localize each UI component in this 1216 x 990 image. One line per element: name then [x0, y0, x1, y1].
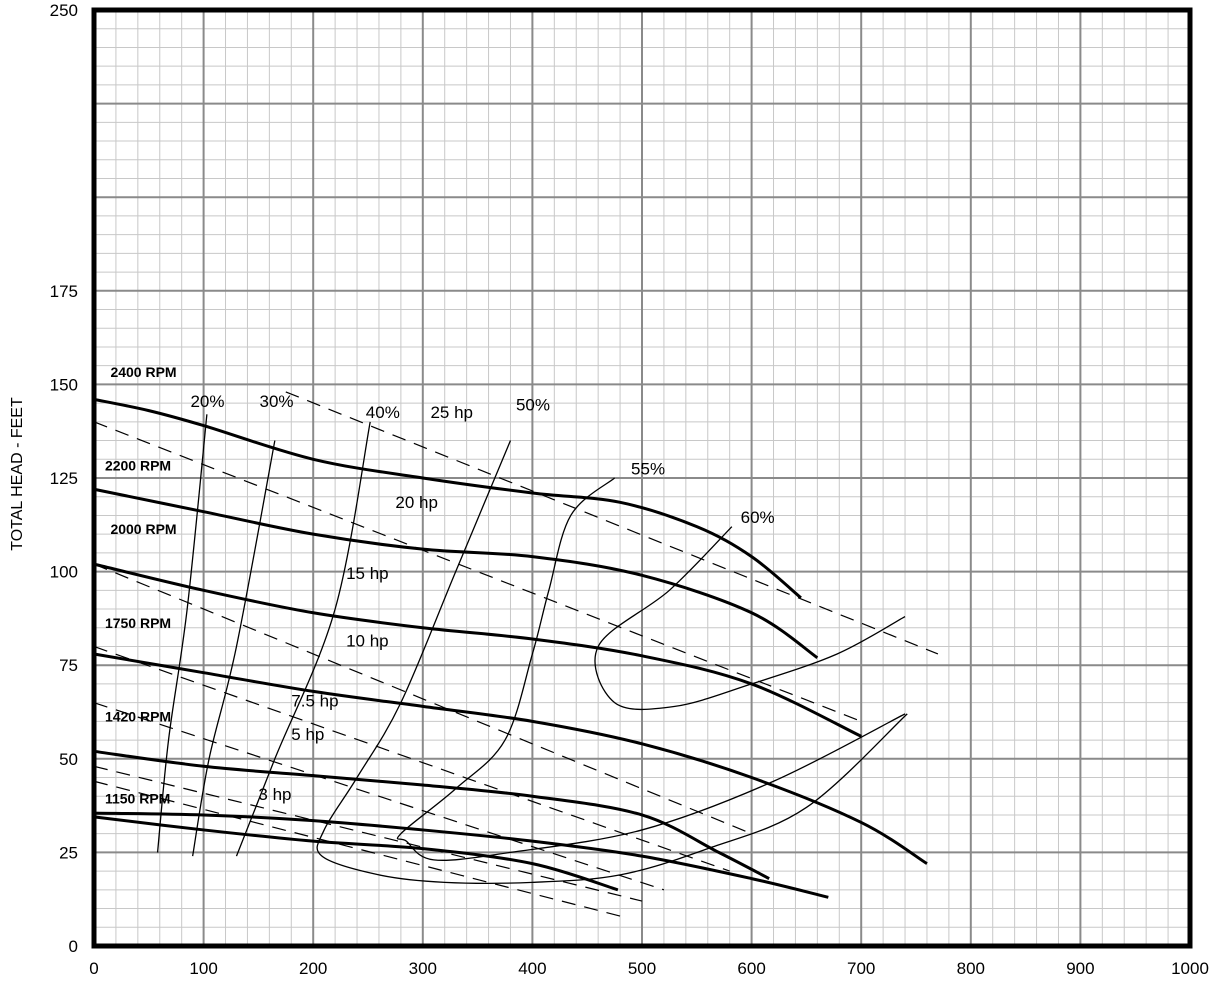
horsepower-label: 3 hp [258, 785, 291, 804]
series-line-50 [316, 440, 908, 884]
efficiency-label: 50% [516, 396, 550, 415]
series-line-25-hp [285, 391, 939, 655]
series-line-1150-rpm [93, 811, 829, 899]
series-line-5-hp [93, 765, 643, 902]
x-tick-label: 300 [409, 959, 437, 978]
y-tick-label: 175 [50, 282, 78, 301]
x-tick-label: 700 [847, 959, 875, 978]
series-line-30 [191, 440, 276, 857]
y-axis-label: TOTAL HEAD - FEET [9, 397, 26, 551]
series-line-55 [396, 477, 906, 861]
efficiency-label: 20% [190, 392, 224, 411]
series-line-10-hp [93, 645, 730, 872]
y-tick-label: 100 [50, 563, 78, 582]
horsepower-label: 10 hp [346, 631, 389, 650]
horsepower-label: 7.5 hp [291, 691, 338, 710]
plot-frame [91, 7, 1193, 949]
x-tick-label: 600 [737, 959, 765, 978]
y-tick-label: 250 [50, 1, 78, 20]
series-line-1150-rpm-lower [93, 815, 619, 892]
x-tick-label: 0 [89, 959, 98, 978]
x-tick-label: 1000 [1171, 959, 1209, 978]
horsepower-label: 5 hp [291, 725, 324, 744]
rpm-label: 2000 RPM [110, 521, 176, 537]
x-tick-label: 800 [957, 959, 985, 978]
efficiency-label: 40% [366, 403, 400, 422]
series-line-7-5-hp [93, 702, 665, 891]
x-tick-label: 200 [299, 959, 327, 978]
efficiency-label: 30% [259, 392, 293, 411]
y-axis-ticks: 0 25 50 75 100 125 150 175 250 [50, 1, 78, 956]
series-line-2200-rpm [93, 487, 819, 659]
y-tick-label: 150 [50, 375, 78, 394]
x-tick-label: 400 [518, 959, 546, 978]
y-tick-label: 0 [69, 937, 78, 956]
x-tick-label: 100 [189, 959, 217, 978]
labels-layer: 2400 RPM 2200 RPM 2000 RPM 1750 RPM 1420 RPM… [105, 364, 775, 807]
horsepower-label: 25 hp [430, 403, 473, 422]
efficiency-label: 60% [741, 508, 775, 527]
y-tick-label: 25 [59, 843, 78, 862]
series-line-1420-rpm [93, 749, 770, 880]
series-line-2000-rpm [93, 562, 862, 738]
series-layer [93, 391, 939, 917]
x-axis-ticks: 0 100 200 300 400 500 600 700 800 900 1000 [89, 959, 1209, 978]
rpm-label: 1420 RPM [105, 708, 171, 724]
efficiency-label: 55% [631, 459, 665, 478]
y-tick-label: 125 [50, 469, 78, 488]
series-line-40 [235, 421, 371, 857]
rpm-label: 1150 RPM [105, 791, 170, 807]
series-line-15-hp [93, 563, 752, 835]
rpm-label: 2200 RPM [105, 458, 171, 474]
series-line-60 [594, 526, 906, 711]
x-tick-label: 900 [1066, 959, 1094, 978]
rpm-label: 2400 RPM [110, 364, 176, 380]
series-line-20 [156, 414, 208, 853]
rpm-label: 1750 RPM [105, 615, 171, 631]
horsepower-label: 15 hp [346, 564, 389, 583]
y-tick-label: 75 [59, 656, 78, 675]
x-tick-label: 500 [628, 959, 656, 978]
horsepower-label: 20 hp [395, 493, 438, 512]
y-tick-label: 50 [59, 750, 78, 769]
series-line-2400-rpm [93, 397, 802, 599]
